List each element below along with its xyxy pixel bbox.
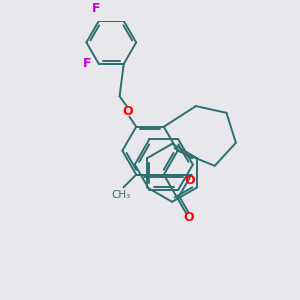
Text: F: F	[82, 58, 91, 70]
Text: F: F	[92, 2, 100, 15]
Text: CH₃: CH₃	[112, 190, 131, 200]
Text: O: O	[185, 174, 195, 187]
Text: O: O	[183, 211, 194, 224]
Text: O: O	[123, 105, 133, 118]
